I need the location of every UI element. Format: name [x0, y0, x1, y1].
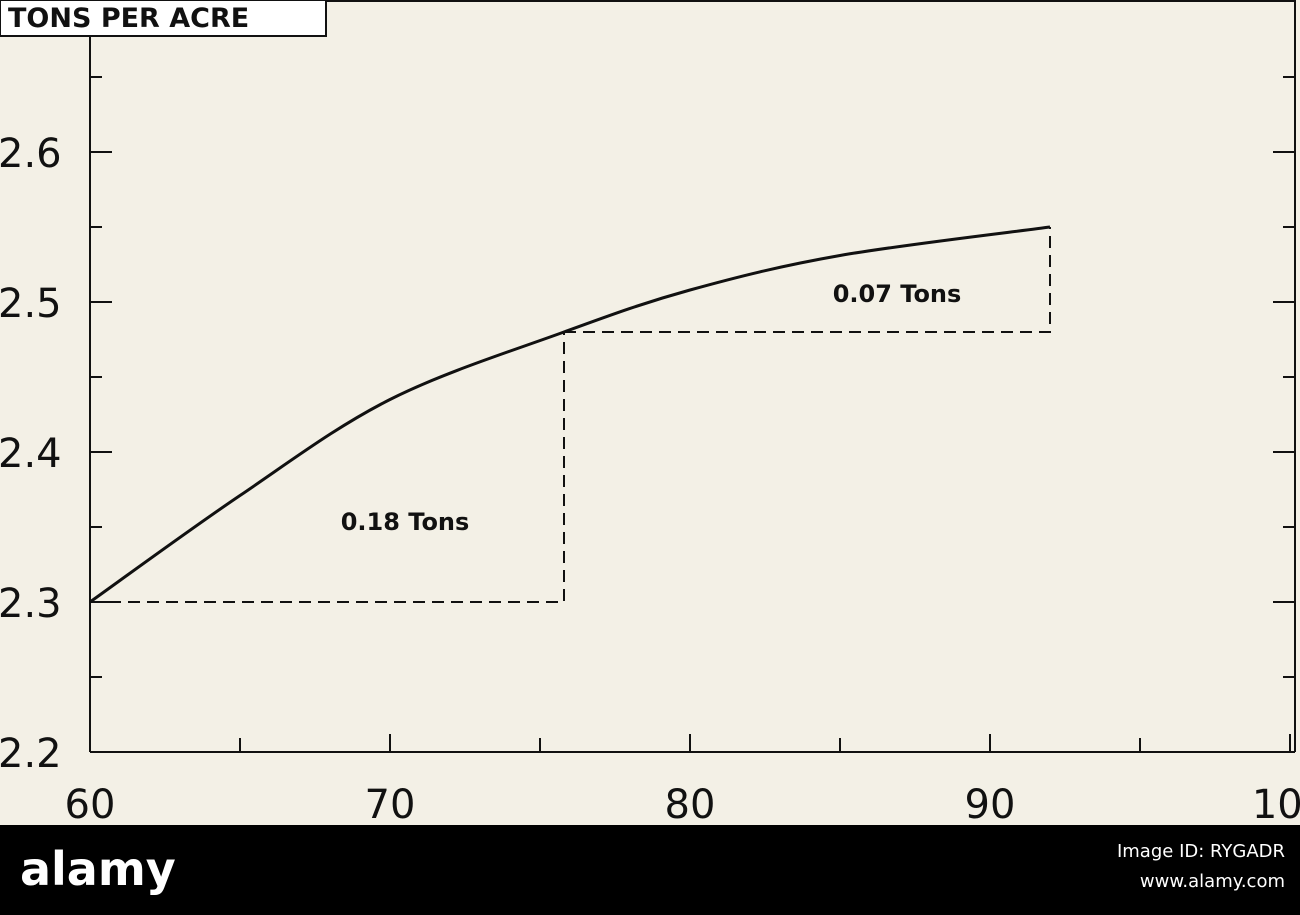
- increment-guide: [564, 227, 1051, 333]
- y-tick-label: 2.6: [0, 131, 62, 177]
- chart-title: TONS PER ACRE: [8, 3, 249, 34]
- x-tick-label: 60: [65, 782, 116, 828]
- footer-site: www.alamy.com: [1140, 871, 1285, 892]
- y-tick-label: 2.2: [0, 731, 62, 777]
- footer-logo: alamy: [20, 842, 176, 896]
- curve: [89, 225, 1051, 604]
- y-tick-label: 2.3: [0, 581, 62, 627]
- annotation: 0.07 Tons: [833, 280, 962, 308]
- x-tick-label: 100: [1252, 782, 1300, 828]
- y-tick-label: 2.4: [0, 431, 62, 477]
- footer-bar: [0, 825, 1300, 915]
- annotation: 0.18 Tons: [341, 508, 470, 536]
- x-tick-label: 80: [665, 782, 716, 828]
- x-tick-label: 70: [365, 782, 416, 828]
- title-box: [0, 0, 327, 37]
- y-tick-label: 2.5: [0, 281, 62, 327]
- footer-id: Image ID: RYGADR: [1117, 841, 1285, 862]
- increment-guide: [90, 332, 565, 603]
- plot: TONS PER ACRE 2.2 2.3 2.4 2.5 2.6 60 70 80 90 100 0…: [0, 0, 1300, 828]
- background: [0, 0, 1300, 825]
- x-tick-label: 90: [965, 782, 1016, 828]
